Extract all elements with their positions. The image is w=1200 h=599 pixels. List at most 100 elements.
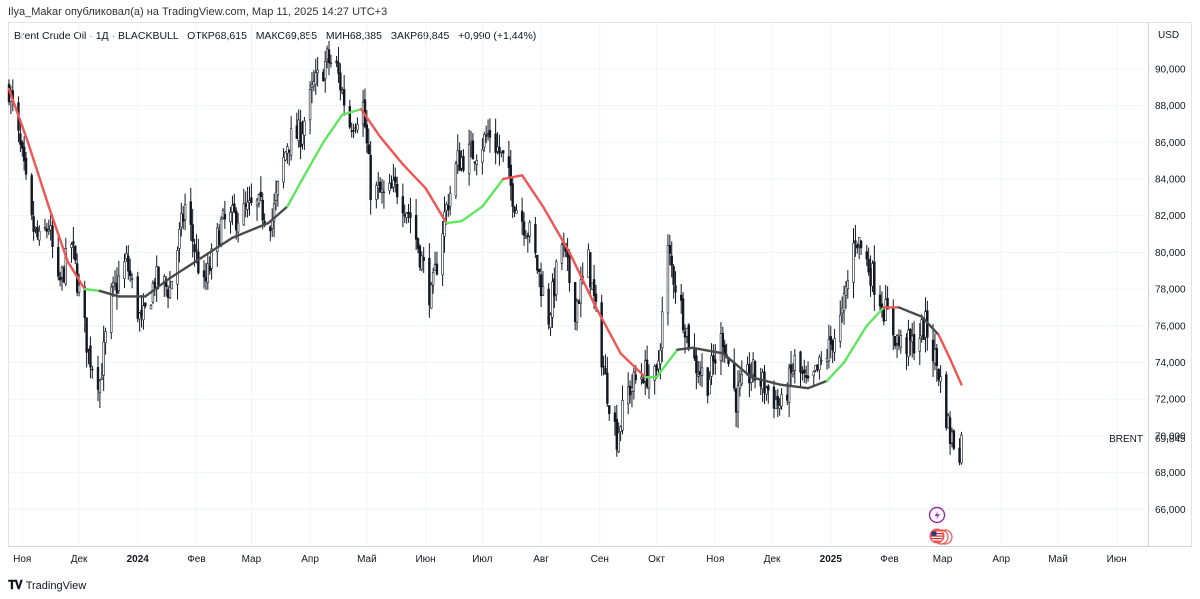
candle-body — [763, 371, 766, 394]
candle-body — [507, 156, 511, 169]
candle-body — [32, 216, 35, 232]
candle-body — [892, 307, 895, 336]
candle-body — [719, 333, 723, 362]
tradingview-brand[interactable]: 𝐓𝐕 TradingView — [8, 578, 86, 593]
y-tick-label: 86,000 — [1155, 138, 1186, 149]
candle-body — [528, 222, 531, 237]
time-axis-border — [8, 546, 1192, 547]
x-tick-label: Апр — [992, 554, 1010, 565]
candle-body — [751, 359, 755, 375]
candle-body — [269, 226, 272, 232]
candle-body — [920, 319, 923, 337]
candle-body — [575, 300, 579, 323]
interval-label[interactable]: 1Д — [95, 30, 109, 42]
candle-body — [378, 181, 382, 193]
candle-body — [250, 197, 253, 203]
candle-body — [233, 203, 236, 213]
candle-body — [630, 387, 634, 392]
x-tick-label: 2025 — [820, 554, 843, 565]
candle-body — [539, 274, 543, 297]
y-tick-label: 76,000 — [1155, 321, 1186, 332]
high-value: 69,855 — [285, 30, 318, 42]
currency-label[interactable]: USD — [1158, 30, 1180, 41]
candle-body — [594, 293, 598, 302]
candle-body — [327, 49, 331, 64]
candle-body — [441, 233, 444, 276]
candle-body — [753, 360, 757, 381]
candle-body — [897, 336, 901, 346]
candle-body — [772, 386, 776, 409]
candle-body — [57, 247, 60, 277]
candle-body — [64, 248, 68, 285]
ma-segment — [98, 289, 121, 298]
candle-body — [469, 141, 473, 144]
x-tick-label: Дек — [764, 554, 781, 565]
candle-body — [496, 146, 499, 152]
candle-body — [89, 345, 92, 368]
candle-body — [456, 150, 459, 166]
y-tick-label: 66,000 — [1155, 505, 1186, 516]
candle-body — [30, 175, 33, 216]
candle-body — [818, 356, 821, 371]
candle-body — [945, 374, 948, 428]
candle-body — [77, 284, 81, 293]
chart-frame — [8, 22, 1148, 547]
candle-body — [608, 405, 611, 414]
candle-body — [537, 268, 541, 273]
price-axis[interactable] — [1148, 22, 1192, 547]
candle-body — [534, 223, 537, 254]
candle-body — [443, 211, 446, 237]
ma-segment — [676, 346, 694, 351]
candle-body — [375, 185, 378, 200]
candle-body — [907, 329, 910, 357]
candle-body — [454, 163, 458, 197]
candle-body — [70, 244, 73, 248]
candle-body — [869, 268, 872, 286]
candle-body — [128, 270, 132, 277]
candle-body — [814, 365, 817, 371]
candle-body — [937, 368, 940, 381]
candle-body — [884, 299, 887, 321]
ma-segment — [937, 333, 952, 361]
candle-body — [395, 183, 399, 198]
candle-body — [666, 245, 670, 314]
candle-body — [127, 255, 130, 272]
candle-body — [632, 371, 636, 392]
candle-body — [473, 161, 477, 164]
candle-body — [846, 280, 850, 289]
candle-body — [946, 415, 950, 429]
candle-body — [19, 133, 22, 145]
y-tick-label: 78,000 — [1155, 285, 1186, 296]
ma-segment — [541, 205, 571, 254]
candle-body — [183, 204, 187, 220]
us-flag-icon[interactable] — [929, 528, 953, 545]
candle-body — [865, 251, 868, 260]
ma-segment — [460, 205, 484, 223]
candle-body — [460, 157, 463, 169]
candle-body — [49, 225, 52, 231]
candle-body — [909, 328, 912, 341]
candle-body — [867, 259, 870, 273]
candle-body — [272, 203, 276, 222]
candle-body — [354, 127, 357, 129]
ma-segment — [481, 177, 505, 208]
candle-body — [405, 212, 408, 218]
candle-body — [886, 297, 889, 310]
x-tick-label: Май — [1048, 554, 1068, 565]
candle-body — [687, 324, 690, 348]
candle-body — [553, 278, 556, 297]
candle-body — [693, 348, 696, 359]
lightning-icon[interactable] — [928, 506, 946, 524]
candle-body — [653, 365, 656, 381]
candle-body — [409, 212, 412, 218]
candle-body — [142, 305, 145, 321]
candle-body — [286, 146, 289, 154]
high-label: МАКС — [255, 30, 286, 42]
candle-body — [695, 355, 698, 374]
y-tick-label: 74,000 — [1155, 358, 1186, 369]
candle-body — [168, 287, 172, 299]
symbol-name[interactable]: Brent Crude Oil — [14, 30, 87, 42]
change-value: +0,990 (+1,44%) — [458, 30, 537, 42]
candle-body — [536, 254, 539, 271]
